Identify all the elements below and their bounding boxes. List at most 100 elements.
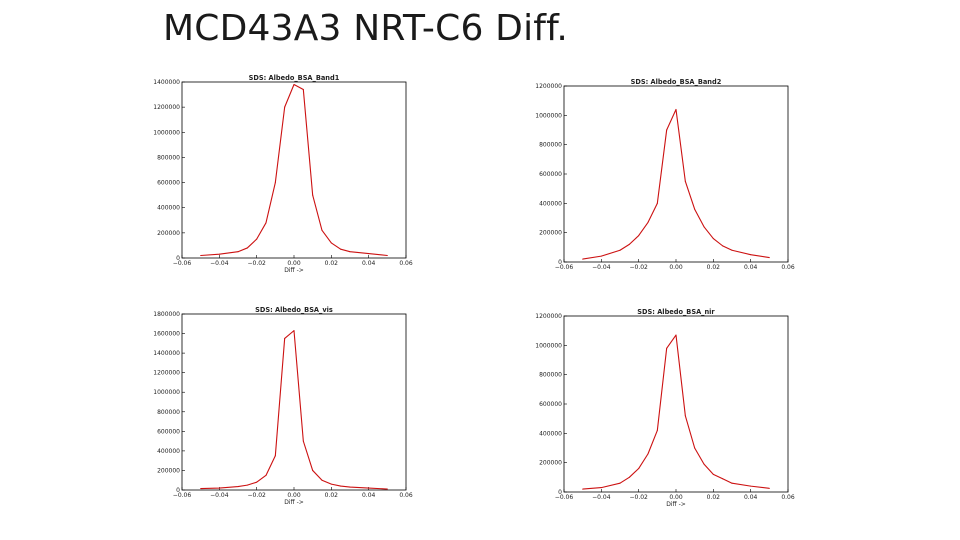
data-point <box>218 253 220 255</box>
y-tick-label: 200000 <box>539 230 562 237</box>
data-point <box>274 455 276 457</box>
y-tick-label: 0 <box>176 255 180 262</box>
y-tick-label: 1400000 <box>153 350 180 357</box>
data-point <box>200 254 202 256</box>
data-point <box>386 254 388 256</box>
data-point <box>628 243 630 245</box>
series-line <box>582 334 770 490</box>
x-tick-label: 0.04 <box>744 494 758 501</box>
x-tick-label: 0.02 <box>325 492 339 499</box>
y-tick-label: 600000 <box>157 180 180 187</box>
y-tick-label: 200000 <box>539 460 562 467</box>
data-point <box>321 479 323 481</box>
data-point <box>302 89 304 91</box>
data-point <box>703 226 705 228</box>
x-tick-label: −0.04 <box>210 260 229 267</box>
y-tick-label: 200000 <box>157 467 180 474</box>
plot-frame <box>181 313 407 491</box>
x-tick-label: 0.00 <box>287 260 301 267</box>
x-tick-label: 0.00 <box>669 494 683 501</box>
x-tick-label: −0.04 <box>592 264 611 271</box>
data-point <box>722 478 724 480</box>
data-point <box>368 487 370 489</box>
y-tick-label: 1000000 <box>535 342 562 349</box>
data-point <box>666 129 668 131</box>
data-point <box>582 488 584 490</box>
data-point <box>340 485 342 487</box>
data-point <box>731 249 733 251</box>
data-point <box>768 257 770 259</box>
x-tick-label: 0.00 <box>287 492 301 499</box>
chart-albedo-bsa-nir: SDS: Albedo_BSA_nir 0 200000 400000 600000 80… <box>530 308 795 508</box>
data-point <box>284 106 286 108</box>
data-point <box>619 249 621 251</box>
y-tick-label: 0 <box>558 489 562 496</box>
chart-title: SDS: Albedo_BSA_vis <box>255 306 333 314</box>
x-tick-label: −0.06 <box>555 264 574 271</box>
data-point <box>274 182 276 184</box>
data-point <box>349 251 351 253</box>
data-point <box>246 484 248 486</box>
data-point <box>284 337 286 339</box>
data-point <box>237 486 239 488</box>
y-tick-label: 1000000 <box>153 389 180 396</box>
data-point <box>638 468 640 470</box>
data-point <box>684 180 686 182</box>
data-point <box>694 208 696 210</box>
data-point <box>694 447 696 449</box>
data-point <box>265 474 267 476</box>
data-point <box>340 248 342 250</box>
data-point <box>666 347 668 349</box>
x-tick-label: 0.00 <box>669 264 683 271</box>
data-point <box>312 194 314 196</box>
x-axis-label: Diff -> <box>284 499 304 506</box>
y-tick-label: 1200000 <box>535 83 562 90</box>
plot-frame <box>563 315 789 493</box>
data-point <box>628 476 630 478</box>
y-tick-label: 800000 <box>539 142 562 149</box>
data-point <box>293 330 295 332</box>
y-tick-label: 800000 <box>157 154 180 161</box>
data-point <box>656 202 658 204</box>
data-point <box>582 258 584 260</box>
data-point <box>218 487 220 489</box>
y-tick-label: 1800000 <box>153 311 180 318</box>
y-tick-label: 400000 <box>539 430 562 437</box>
x-tick-label: 0.04 <box>362 260 376 267</box>
x-tick-label: 0.06 <box>399 492 413 499</box>
chart-title: SDS: Albedo_BSA_Band2 <box>631 78 722 86</box>
data-point <box>600 255 602 257</box>
x-tick-label: 0.04 <box>744 264 758 271</box>
series-line <box>200 330 388 490</box>
data-point <box>200 488 202 490</box>
y-tick-label: 400000 <box>157 205 180 212</box>
x-tick-label: 0.06 <box>399 260 413 267</box>
x-tick-label: −0.06 <box>555 494 574 501</box>
data-point <box>638 235 640 237</box>
y-tick-label: 1200000 <box>535 313 562 320</box>
x-tick-label: 0.06 <box>781 264 795 271</box>
y-tick-label: 1000000 <box>535 112 562 119</box>
y-tick-label: 1000000 <box>153 129 180 136</box>
chart-title: SDS: Albedo_BSA_Band1 <box>249 74 340 82</box>
data-point <box>684 415 686 417</box>
x-axis-label: Diff -> <box>284 267 304 274</box>
data-point <box>675 334 677 336</box>
y-tick-label: 1600000 <box>153 331 180 338</box>
data-point <box>750 254 752 256</box>
y-tick-label: 400000 <box>157 448 180 455</box>
x-tick-label: 0.04 <box>362 492 376 499</box>
x-tick-label: 0.02 <box>325 260 339 267</box>
series-line <box>582 108 770 260</box>
data-point <box>256 238 258 240</box>
x-tick-label: −0.06 <box>173 260 192 267</box>
data-point <box>750 485 752 487</box>
data-point <box>330 483 332 485</box>
x-tick-label: −0.04 <box>592 494 611 501</box>
data-point <box>600 487 602 489</box>
y-tick-label: 0 <box>558 259 562 266</box>
chart-albedo-bsa-band2: SDS: Albedo_BSA_Band2 0 200000 400000 600000… <box>530 78 795 278</box>
y-tick-label: 1200000 <box>153 104 180 111</box>
data-point <box>246 247 248 249</box>
data-point <box>312 469 314 471</box>
